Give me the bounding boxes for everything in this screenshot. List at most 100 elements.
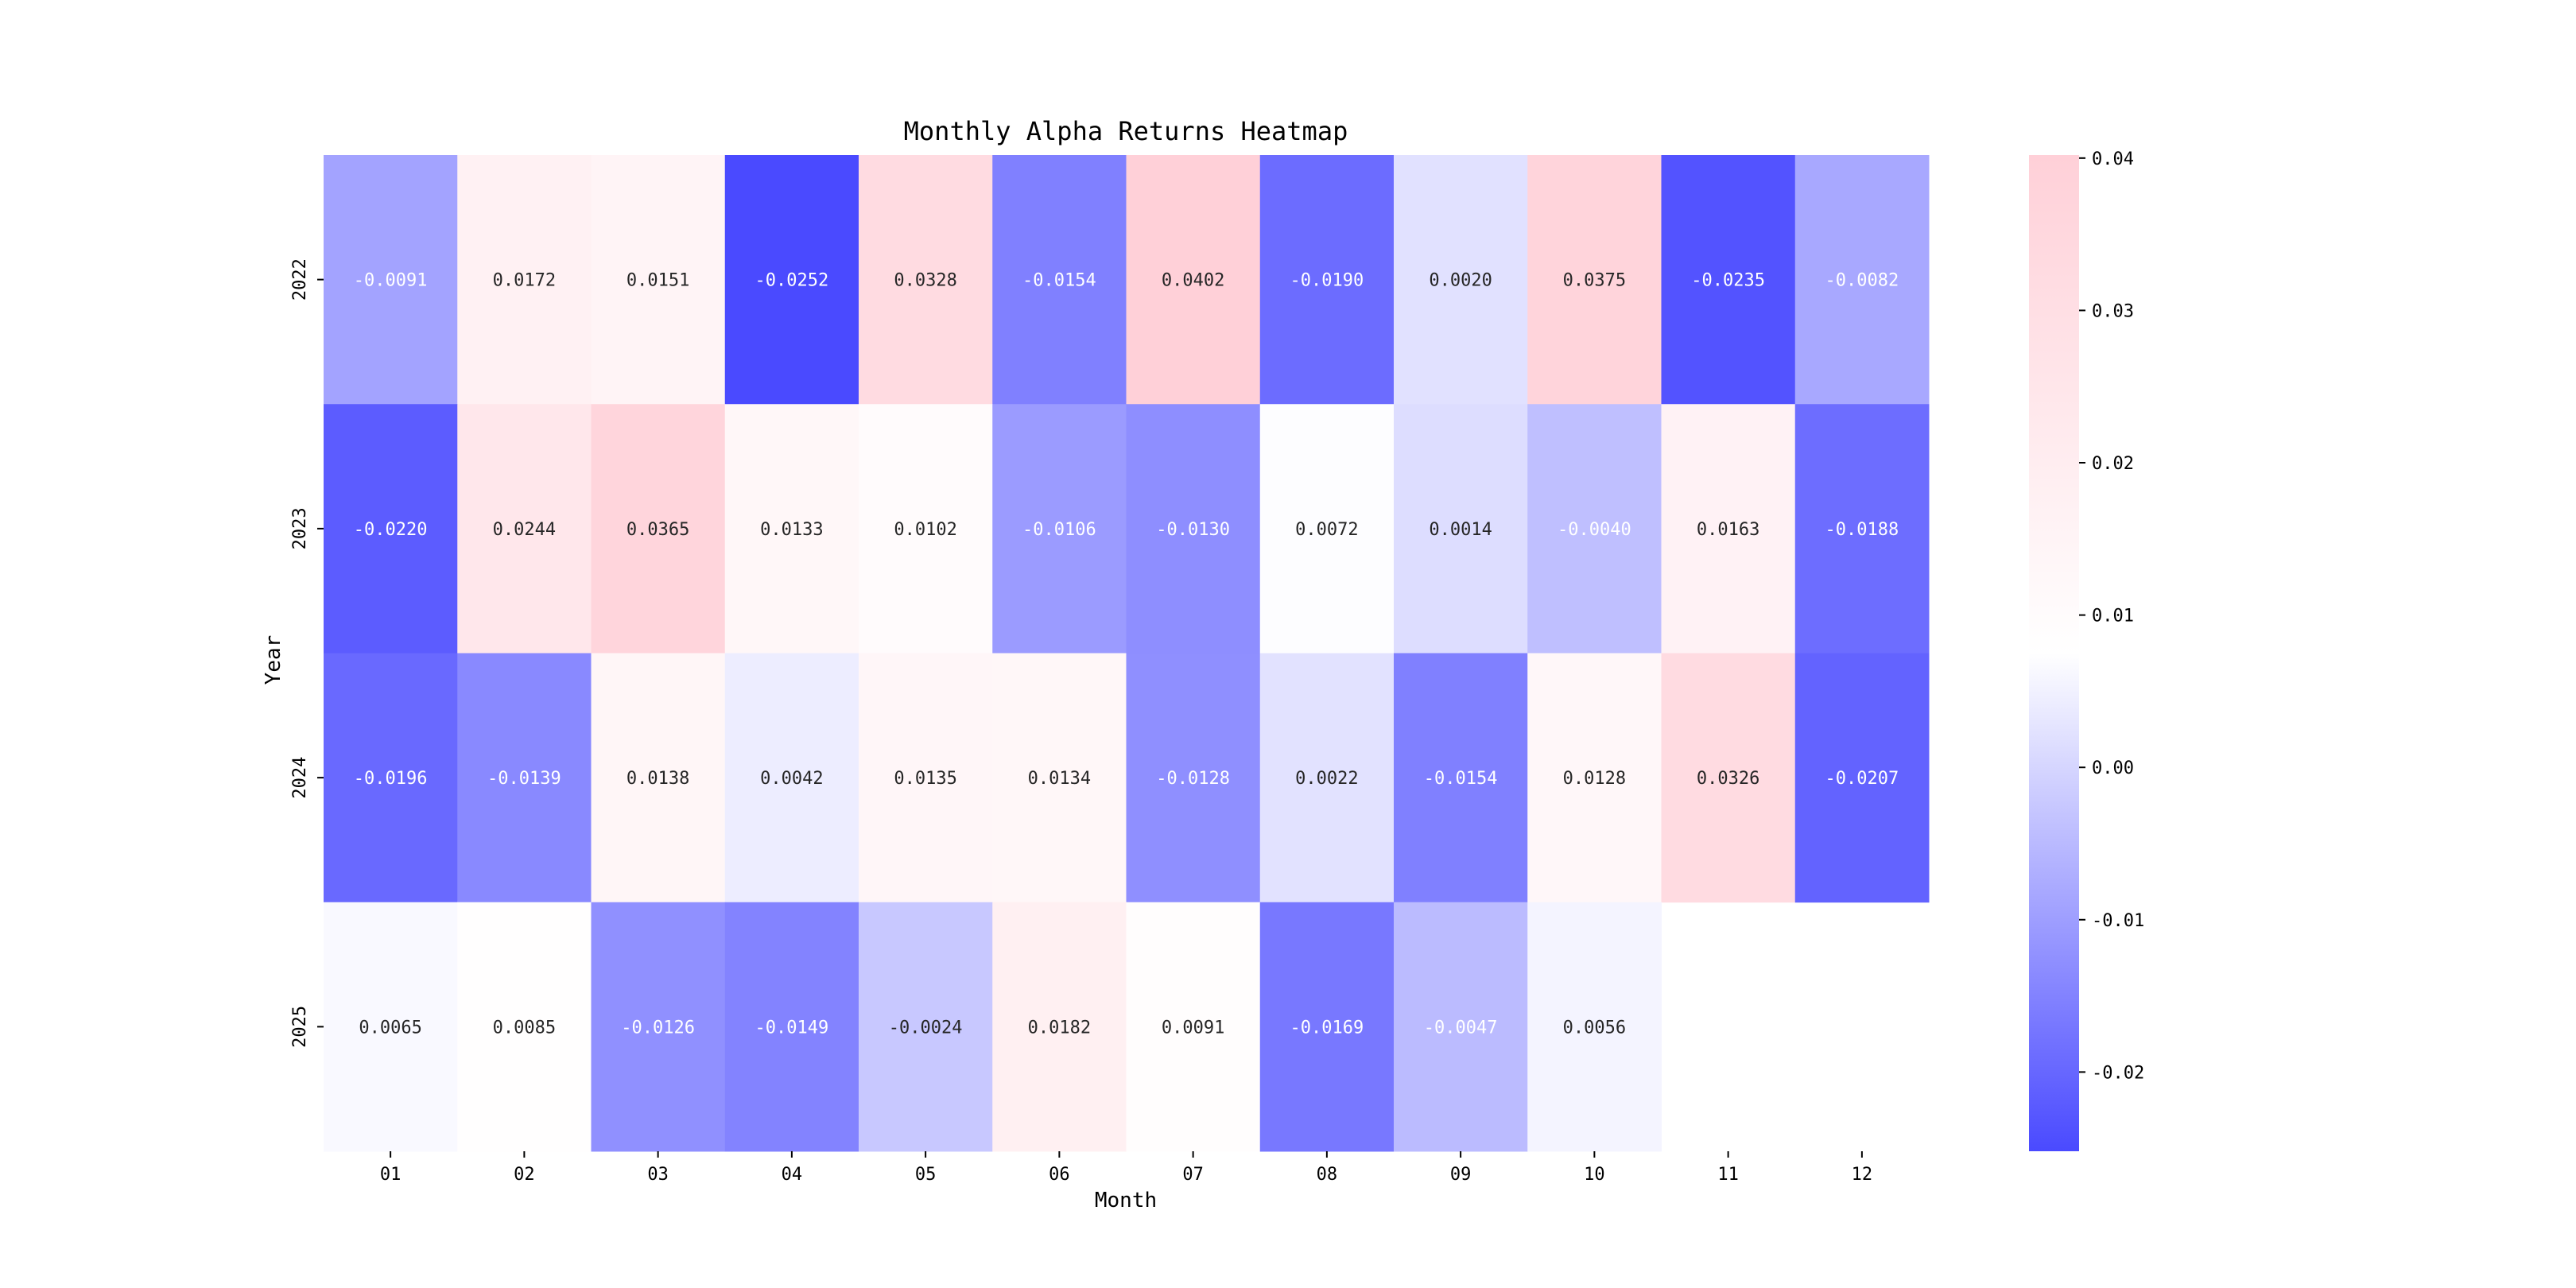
cell-value-label: -0.0128 — [1156, 769, 1230, 789]
colorbar — [2029, 155, 2079, 1151]
cell-value-label: 0.0163 — [1697, 520, 1759, 540]
cell-value-label: -0.0188 — [1825, 520, 1899, 540]
heatmap-cell — [859, 653, 993, 903]
cell-value-label: -0.0040 — [1558, 520, 1631, 540]
y-tick-label: 2022 — [290, 258, 310, 301]
heatmap-cell — [1527, 155, 1662, 405]
heatmap-cell — [1661, 155, 1796, 405]
cell-value-label: 0.0151 — [627, 271, 689, 291]
cell-value-label: 0.0022 — [1295, 769, 1358, 789]
heatmap-cell — [1126, 404, 1261, 654]
heatmap-cell — [1661, 404, 1796, 654]
heatmap-cell — [1259, 404, 1395, 654]
cell-value-label: 0.0091 — [1162, 1018, 1224, 1038]
heatmap-cell — [1527, 404, 1662, 654]
cell-value-label: 0.0375 — [1563, 271, 1626, 291]
cell-value-label: -0.0130 — [1156, 520, 1230, 540]
heatmap-cell — [724, 404, 859, 654]
colorbar-tick-label: 0.00 — [2092, 758, 2134, 778]
heatmap-cell — [1527, 902, 1662, 1152]
chart-title: Monthly Alpha Returns Heatmap — [904, 116, 1348, 146]
heatmap-cell — [1394, 653, 1528, 903]
cell-value-label: 0.0244 — [493, 520, 556, 540]
heatmap-cell — [1794, 155, 1930, 405]
cell-value-label: -0.0126 — [621, 1018, 695, 1038]
colorbar-ticks: -0.02 -0.01 0.00 0.01 0.02 0.03 0.04 — [2079, 149, 2144, 1083]
heatmap-cell — [1394, 404, 1528, 654]
heatmap-cell — [1126, 653, 1261, 903]
colorbar-tick-label: 0.02 — [2092, 454, 2134, 474]
colorbar-tick-label: -0.02 — [2092, 1063, 2144, 1083]
heatmap-cell — [859, 902, 993, 1152]
cell-value-label: 0.0328 — [894, 271, 956, 291]
cell-value-label: 0.0065 — [359, 1018, 421, 1038]
cell-value-label: 0.0014 — [1429, 520, 1492, 540]
y-axis-ticks: 2022 2023 2024 2025 — [290, 258, 324, 1048]
cell-value-label: 0.0172 — [493, 271, 556, 291]
cell-value-label: -0.0091 — [354, 271, 428, 291]
heatmap-cell — [1259, 902, 1395, 1152]
cell-value-label: -0.0154 — [1022, 271, 1096, 291]
cell-value-label: -0.0196 — [354, 769, 428, 789]
cell-value-label: -0.0207 — [1825, 769, 1899, 789]
cell-value-label: 0.0128 — [1563, 769, 1626, 789]
cell-value-label: 0.0134 — [1028, 769, 1091, 789]
cell-value-label: -0.0220 — [354, 520, 428, 540]
heatmap-cell — [992, 404, 1127, 654]
cell-value-label: 0.0056 — [1563, 1018, 1626, 1038]
cell-value-label: 0.0133 — [760, 520, 823, 540]
cell-value-label: 0.0072 — [1295, 520, 1358, 540]
x-tick-label: 04 — [782, 1165, 803, 1185]
x-tick-label: 02 — [514, 1165, 535, 1185]
y-tick-label: 2024 — [290, 757, 310, 799]
colorbar-tick-label: 0.03 — [2092, 301, 2134, 321]
heatmap-cell — [1126, 902, 1261, 1152]
x-axis-ticks: 01 02 03 04 05 06 07 08 09 10 11 12 — [380, 1151, 1872, 1185]
heatmap-cell — [591, 404, 726, 654]
y-tick-label: 2025 — [290, 1006, 310, 1048]
heatmap-cell — [591, 155, 726, 405]
heatmap-cell — [457, 404, 592, 654]
heatmap-cell — [324, 404, 458, 654]
cell-value-label: -0.0024 — [889, 1018, 963, 1038]
x-axis-label: Month — [1095, 1189, 1157, 1212]
x-tick-label: 06 — [1049, 1165, 1070, 1185]
cell-value-label: -0.0082 — [1825, 271, 1899, 291]
cell-value-label: 0.0326 — [1697, 769, 1759, 789]
heatmap-cell — [1259, 653, 1395, 903]
x-tick-label: 05 — [915, 1165, 937, 1185]
cell-value-label: 0.0182 — [1028, 1018, 1091, 1038]
heatmap-cell — [1259, 155, 1395, 405]
cell-value-label: 0.0042 — [760, 769, 823, 789]
cell-value-label: 0.0085 — [493, 1018, 556, 1038]
heatmap-cell — [724, 653, 859, 903]
cell-value-label: 0.0138 — [627, 769, 689, 789]
heatmap-cell — [992, 902, 1127, 1152]
x-tick-label: 07 — [1182, 1165, 1204, 1185]
cell-value-label: 0.0020 — [1429, 271, 1492, 291]
x-tick-label: 08 — [1317, 1165, 1338, 1185]
colorbar-tick-label: 0.01 — [2092, 607, 2134, 627]
heatmap-cell — [324, 902, 458, 1152]
cell-value-label: -0.0235 — [1691, 271, 1765, 291]
heatmap-cell — [1394, 155, 1528, 405]
x-tick-label: 12 — [1852, 1165, 1873, 1185]
heatmap-cell — [859, 404, 993, 654]
y-tick-label: 2023 — [290, 507, 310, 549]
cell-value-label: -0.0106 — [1022, 520, 1096, 540]
cell-value-label: -0.0139 — [487, 769, 561, 789]
cell-value-label: 0.0402 — [1162, 271, 1224, 291]
x-tick-label: 09 — [1450, 1165, 1472, 1185]
colorbar-tick-label: 0.04 — [2092, 149, 2134, 169]
cell-value-label: -0.0154 — [1424, 769, 1498, 789]
heatmap-cell — [1527, 653, 1662, 903]
x-tick-label: 11 — [1717, 1165, 1739, 1185]
heatmap-cell — [724, 902, 859, 1152]
x-tick-label: 03 — [647, 1165, 669, 1185]
cell-value-label: -0.0169 — [1290, 1018, 1364, 1038]
heatmap-cell — [1126, 155, 1261, 405]
heatmap-cell — [1394, 902, 1528, 1152]
x-tick-label: 01 — [380, 1165, 402, 1185]
cell-value-label: -0.0252 — [755, 271, 829, 291]
